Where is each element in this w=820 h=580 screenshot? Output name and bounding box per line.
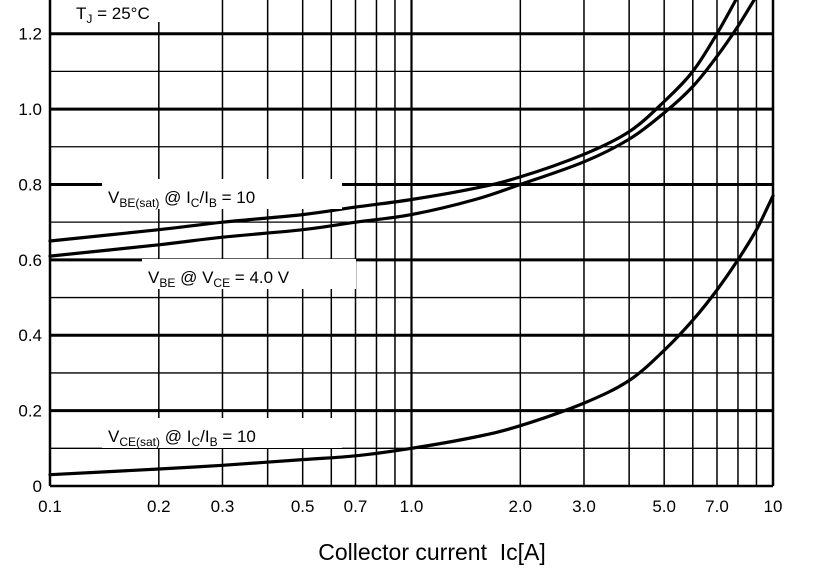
y-tick-label: 0.4 xyxy=(18,326,42,345)
x-tick-label: 2.0 xyxy=(509,497,533,516)
x-tick-label: 3.0 xyxy=(572,497,596,516)
y-tick-label: 1.2 xyxy=(18,25,42,44)
label-vbe-sat-box xyxy=(102,179,342,209)
plot-curves xyxy=(48,0,775,477)
label-vbe: VBE @ VCE = 4.0 V xyxy=(148,268,290,290)
x-tick-label: 0.7 xyxy=(344,497,368,516)
y-axis-ticks: 0 0.2 0.4 0.6 0.8 1.0 1.2 xyxy=(18,25,42,496)
y-tick-label: 1.0 xyxy=(18,100,42,119)
x-tick-label: 1.0 xyxy=(400,497,424,516)
y-tick-label: 0.2 xyxy=(18,402,42,421)
y-tick-label: 0 xyxy=(33,477,42,496)
label-vbe-sat: VBE(sat) @ IC/IB = 10 xyxy=(108,188,255,210)
label-vce-sat-box xyxy=(102,418,342,448)
x-axis-title: Collector current Ic[A] xyxy=(318,539,546,565)
curve-labels: VBE(sat) @ IC/IB = 10 VBE @ VCE = 4.0 V VC… xyxy=(68,0,356,449)
y-tick-label: 0.6 xyxy=(18,251,42,270)
series-vbe-sat-line xyxy=(48,0,738,243)
x-tick-label: 0.5 xyxy=(291,497,315,516)
y-tick-label: 0.8 xyxy=(18,175,42,194)
condition-label-box xyxy=(68,0,200,22)
plot-grid xyxy=(48,0,775,488)
label-vbe-box xyxy=(142,259,356,289)
series-vce-sat-line xyxy=(48,194,775,477)
condition-label: TJ = 25°C xyxy=(76,4,150,26)
x-tick-label: 0.3 xyxy=(211,497,235,516)
x-tick-label: 0.1 xyxy=(38,497,62,516)
series-vbe-line xyxy=(48,0,756,258)
x-tick-label: 7.0 xyxy=(705,497,729,516)
x-axis-ticks: 0.1 0.2 0.3 0.5 0.7 1.0 2.0 3.0 5.0 7.0 10 xyxy=(38,497,782,516)
x-tick-label: 0.2 xyxy=(147,497,171,516)
x-tick-label: 10 xyxy=(764,497,783,516)
x-tick-label: 5.0 xyxy=(652,497,676,516)
label-vce-sat: VCE(sat) @ IC/IB = 10 xyxy=(108,427,256,449)
